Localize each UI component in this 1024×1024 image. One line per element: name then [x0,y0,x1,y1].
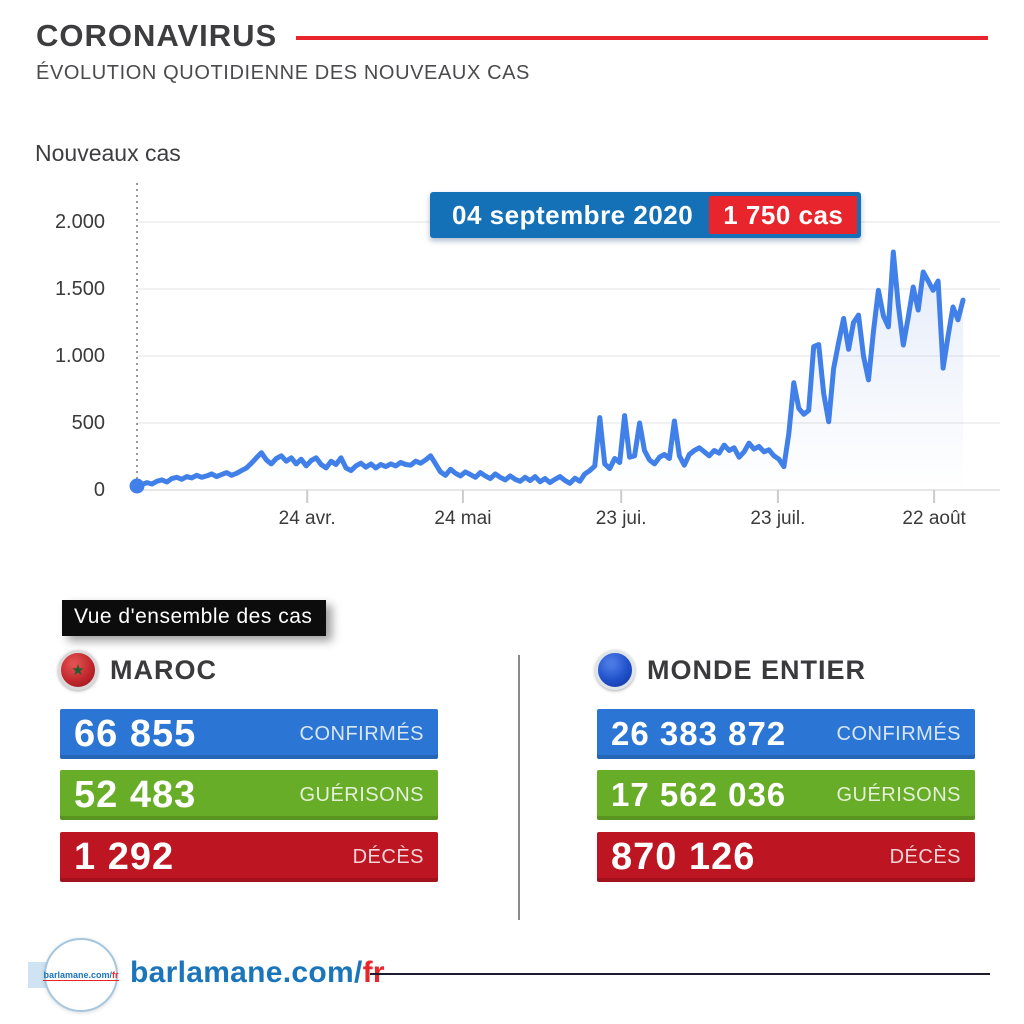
flag-star: ★ [71,661,85,679]
maroc-recovered-value: 52 483 [74,773,197,816]
y-axis-tick-label: 500 [71,412,105,434]
x-axis-tick-label: 24 mai [434,508,492,529]
page-title: CORONAVIRUS [36,18,278,53]
y-axis-tick-label: 1.500 [54,278,105,300]
monde-deaths-value: 870 126 [611,835,756,878]
maroc-deaths-value: 1 292 [74,835,175,878]
title-accent-line [296,36,988,40]
chart-tooltip: 04 septembre 2020 1 750 cas [430,192,862,238]
maroc-deaths-label: DÉCÈS [352,845,424,868]
maroc-recovered-label: GUÉRISONS [299,783,424,806]
monde-confirmed-label: CONFIRMÉS [836,722,961,745]
maroc-confirmed-label: CONFIRMÉS [299,722,424,745]
monde-recovered-label: GUÉRISONS [836,783,961,806]
x-axis-tick-label: 22 août [902,508,966,529]
page-subtitle: ÉVOLUTION QUOTIDIENNE DES NOUVEAUX CAS [36,62,530,84]
tooltip-date: 04 septembre 2020 [452,199,694,230]
chart-title: Nouveaux cas [35,140,181,166]
y-axis-tick-label: 1.000 [54,345,105,367]
maroc-header: ★ MAROC [58,650,217,690]
monde-deaths-label: DÉCÈS [889,845,961,868]
footer-line [370,973,990,975]
maroc-recovered-bar: 52 483 GUÉRISONS [60,770,438,820]
x-axis-tick-label: 24 avr. [278,508,336,529]
column-divider [518,655,520,920]
tooltip-value-badge: 1 750 cas [709,196,858,234]
footer-site-url[interactable]: barlamane.com/fr [130,956,385,989]
monde-deaths-bar: 870 126 DÉCÈS [597,832,975,882]
globe-icon [595,650,635,690]
monde-header: MONDE ENTIER [595,650,866,690]
x-axis-tick-label: 23 jui. [595,508,647,529]
maroc-title: MAROC [110,654,217,685]
overview-badge: Vue d'ensemble des cas [62,600,327,636]
maroc-deaths-bar: 1 292 DÉCÈS [60,832,438,882]
x-axis-tick-label: 23 juil. [750,508,806,529]
barlamane-logo: barlamane.com/fr [43,938,119,1012]
monde-recovered-bar: 17 562 036 GUÉRISONS [597,770,975,820]
y-axis-tick-label: 0 [93,479,105,501]
maroc-confirmed-bar: 66 855 CONFIRMÉS [60,709,438,759]
monde-confirmed-bar: 26 383 872 CONFIRMÉS [597,709,975,759]
monde-title: MONDE ENTIER [647,654,867,685]
monde-recovered-value: 17 562 036 [611,776,787,813]
barlamane-logo-text: barlamane.com/fr [43,969,119,981]
monde-confirmed-value: 26 383 872 [611,715,787,752]
y-axis-tick-label: 2.000 [54,211,105,233]
maroc-confirmed-value: 66 855 [74,712,197,755]
morocco-flag-icon: ★ [58,650,98,690]
